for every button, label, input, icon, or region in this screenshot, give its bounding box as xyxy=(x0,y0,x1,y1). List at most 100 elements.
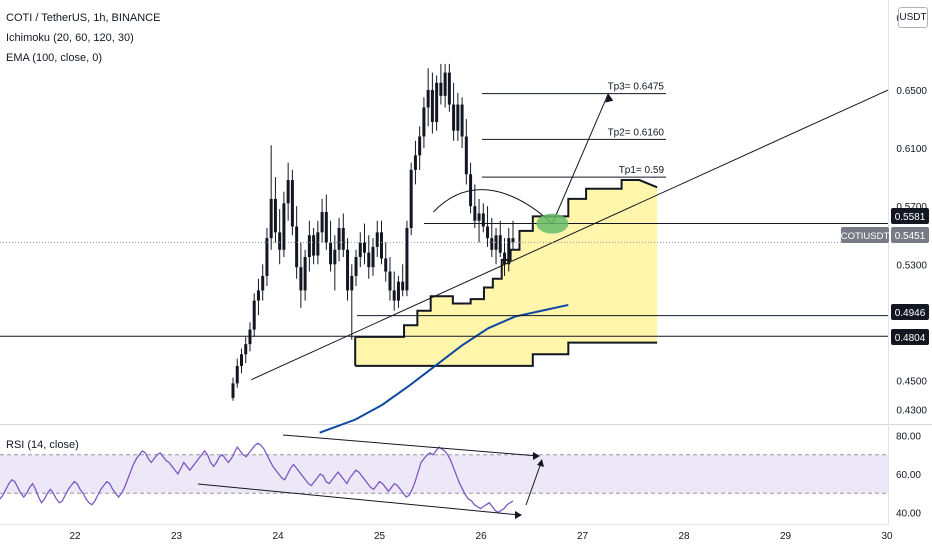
entry-highlight xyxy=(536,213,569,234)
candle-body xyxy=(354,257,358,276)
candle-body xyxy=(486,226,490,239)
ema-legend[interactable]: EMA (100, close, 0) xyxy=(6,52,102,64)
price-tick: 0.5300 xyxy=(896,260,927,271)
candle-body xyxy=(316,232,320,256)
candle-body xyxy=(358,242,362,258)
rsi-breakout-arrowhead xyxy=(537,459,544,467)
cloud-fill xyxy=(355,180,658,366)
price-label-level-1-text: 0.5581 xyxy=(895,212,926,223)
candle-body xyxy=(430,90,434,122)
time-tick: 27 xyxy=(577,531,589,542)
time-tick: 24 xyxy=(272,531,284,542)
candle-body xyxy=(375,232,379,247)
candle-body xyxy=(350,275,354,291)
price-label-level-1: 0.5581 xyxy=(891,208,929,224)
rsi-breakout-arrow xyxy=(525,462,542,506)
time-tick: 26 xyxy=(475,531,487,542)
rsi-legend[interactable]: RSI (14, close) xyxy=(6,439,79,451)
price-label-current: 0.5451 xyxy=(891,227,929,243)
candle-body xyxy=(388,271,392,291)
rsi-tick: 40.00 xyxy=(896,508,921,519)
candle-body xyxy=(239,354,243,366)
candle-body xyxy=(507,238,511,265)
target-label: Tp3= 0.6475 xyxy=(608,82,665,93)
price-label-level-2-text: 0.4946 xyxy=(895,308,926,319)
candle-body xyxy=(282,203,286,250)
price-tick: 0.4500 xyxy=(896,376,927,387)
candle-body xyxy=(490,238,494,250)
candle-body xyxy=(235,365,239,384)
projection-arrowhead xyxy=(605,93,614,103)
candle-body xyxy=(503,252,507,265)
candle-body xyxy=(265,238,269,276)
candle-body xyxy=(269,198,273,239)
candle-body xyxy=(413,155,417,170)
time-tick: 25 xyxy=(374,531,386,542)
candle-body xyxy=(256,290,260,301)
candle-body xyxy=(299,267,303,291)
rsi-lower-arrowhead xyxy=(515,511,522,519)
candle-body xyxy=(384,258,388,272)
candle-body xyxy=(303,257,307,291)
price-label-symbol: COTIUSDT xyxy=(841,227,889,243)
candle-body xyxy=(273,198,277,233)
candle-body xyxy=(418,136,422,156)
rsi-axis-ticks: 80.00 60.00 40.00 xyxy=(896,432,921,520)
candle-body xyxy=(477,213,481,221)
ichimoku-legend[interactable]: Ichimoku (20, 60, 120, 30) xyxy=(6,32,134,44)
price-tick: 0.6500 xyxy=(896,86,927,97)
candle-body xyxy=(456,104,460,131)
candle-body xyxy=(341,227,345,250)
candle-body xyxy=(473,206,477,221)
candle-body xyxy=(252,300,256,330)
rsi-tick: 60.00 xyxy=(896,470,921,481)
price-tick: 0.4300 xyxy=(896,405,927,416)
candle-body xyxy=(405,227,409,291)
price-label-level-3-text: 0.4804 xyxy=(895,333,926,344)
candle-body xyxy=(481,213,485,227)
candle-body xyxy=(346,249,350,291)
candle-body xyxy=(248,329,252,345)
candle-body xyxy=(409,169,413,228)
candle-body xyxy=(290,180,294,227)
candle-body xyxy=(443,72,447,96)
candle-body xyxy=(371,246,375,268)
currency-selector[interactable]: USDT xyxy=(898,7,928,28)
ichimoku-cloud xyxy=(354,179,658,367)
time-tick: 28 xyxy=(678,531,690,542)
candle-body xyxy=(452,104,456,131)
price-tick: 0.5700 xyxy=(896,202,927,213)
candle-body xyxy=(363,242,367,253)
time-axis-ticks: 22 23 24 25 26 27 28 29 30 xyxy=(69,531,893,542)
candle-body xyxy=(511,238,515,243)
candle-body xyxy=(396,281,400,301)
candle-body xyxy=(329,242,333,265)
candle-body xyxy=(367,252,371,268)
candle-body xyxy=(295,226,299,268)
time-tick: 30 xyxy=(881,531,893,542)
cloud-lower-line xyxy=(355,341,658,367)
symbol-legend[interactable]: COTI / TetherUS, 1h, BINANCE xyxy=(6,12,161,24)
rsi-line xyxy=(0,442,514,514)
candle-body xyxy=(401,281,405,291)
rsi-lower-trendline xyxy=(197,483,521,516)
rsi-tick: 80.00 xyxy=(896,432,921,443)
candle-body xyxy=(498,235,502,253)
cloud-upper-line xyxy=(355,179,658,338)
time-tick: 23 xyxy=(171,531,183,542)
candle-body xyxy=(337,227,341,250)
trendline[interactable] xyxy=(251,89,889,381)
target-label: Tp2= 0.6160 xyxy=(608,127,665,138)
take-profit-targets: Tp1= 0.59 Tp2= 0.6160 Tp3= 0.6475 xyxy=(482,82,666,178)
candle-body xyxy=(392,290,396,301)
ema-line xyxy=(319,303,569,434)
candle-body xyxy=(460,104,464,137)
rsi-upper-trendline xyxy=(282,434,539,457)
time-tick: 29 xyxy=(780,531,792,542)
rsi-band xyxy=(0,454,888,494)
price-label-level-2: 0.4946 xyxy=(891,304,929,320)
candle-body xyxy=(244,344,248,355)
candle-body xyxy=(464,136,468,175)
candlesticks xyxy=(231,63,515,401)
